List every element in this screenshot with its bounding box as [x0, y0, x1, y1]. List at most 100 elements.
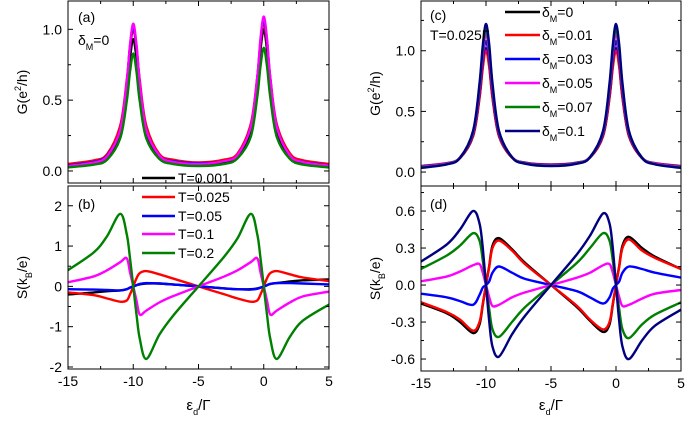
x-axis-label-rest: /Γ: [198, 397, 210, 414]
y-tick-label: 0.5: [396, 103, 416, 119]
legend-label-subscript: M: [550, 14, 558, 24]
legend-label: δM=0.1: [542, 123, 585, 143]
legend-label-rest: =0.05: [557, 75, 593, 91]
legend-label: T=0.025: [178, 189, 230, 205]
legend-label: δM=0.05: [542, 75, 593, 95]
series-line-3: [421, 32, 681, 168]
legend-label-rest: =0.1: [557, 123, 585, 139]
y-axis-label: G(e2/h): [13, 70, 30, 115]
legend-label-subscript: M: [550, 85, 558, 95]
x-tick-label: 0: [612, 375, 620, 391]
legend-label-subscript: M: [550, 109, 558, 119]
panel-d: -0.6-0.30.00.30.6-15 -10 -5 0 5(d)S(kB/e)εd/…: [367, 185, 685, 417]
series-line-0: [68, 28, 329, 168]
x-tick-label: -5: [192, 373, 205, 389]
plot-frame: [420, 185, 682, 372]
legend-label-main: δ: [542, 75, 550, 91]
y-axis-label-main: G(e: [14, 91, 30, 115]
series-group: [68, 212, 329, 361]
legend-label-main: δ: [542, 99, 550, 115]
legend-label-rest: =0.03: [557, 51, 593, 67]
y-tick-label: 1: [54, 238, 62, 254]
y-tick-label: 0.3: [396, 240, 416, 256]
y-axis-label-subscript: B: [24, 272, 34, 278]
y-axis-label-rest: /h): [14, 70, 30, 86]
series-line-2: [421, 39, 681, 168]
y-axis-label: S(kB/e): [14, 256, 34, 299]
x-tick-label: 5: [325, 373, 333, 389]
y-tick-label: -0.6: [391, 351, 415, 367]
x-tick-label: -15: [58, 373, 78, 389]
legend-label: δM=0.01: [542, 27, 593, 47]
panel-label: (b): [78, 196, 95, 212]
x-tick-label: -10: [476, 375, 496, 391]
y-tick-label: 0.0: [43, 163, 63, 179]
panel-c: 0.00.51.0(c)T=0.025ΓG(e2/h)δM=0δM=0.01δM…: [366, 0, 682, 187]
x-tick-label: 0: [260, 373, 268, 389]
series-line-5: [421, 22, 681, 170]
y-axis-label-main: G(e: [367, 92, 383, 116]
panel-annotation: δM=0: [78, 32, 109, 52]
legend-label: δM=0.03: [542, 51, 593, 71]
legend-label-main: δ: [542, 27, 550, 43]
y-tick-label: -1: [50, 319, 63, 335]
x-tick-label: 5: [677, 375, 685, 391]
series-group: [421, 22, 681, 170]
panel-annotation-main: δ: [78, 32, 86, 48]
legend-label-main: δ: [542, 51, 550, 67]
panel-label: (c): [430, 7, 446, 23]
x-axis-label-subscript: d: [546, 407, 551, 417]
y-axis-label: G(e2/h): [366, 71, 383, 116]
legend: T=0.001 T=0.025 T=0.05 T=0.1 T=0.2: [142, 170, 230, 261]
y-tick-label: -0.3: [391, 314, 415, 330]
legend-label-subscript: M: [550, 61, 558, 71]
series-line-4: [68, 46, 329, 169]
x-axis-label: εd/Γ: [186, 397, 210, 417]
legend-label-rest: =0: [557, 4, 573, 20]
y-axis-label-subscript: B: [377, 273, 387, 279]
panel-annotation-main: T=0.025Γ: [430, 27, 490, 43]
y-axis-label-rest: /h): [367, 71, 383, 87]
x-tick-label: -15: [411, 375, 431, 391]
x-tick-label: -10: [123, 373, 143, 389]
x-axis-label-rest: /Γ: [551, 397, 563, 414]
y-tick-label: 2: [54, 198, 62, 214]
y-axis-label-rest: /e): [14, 256, 30, 272]
series-line-3: [68, 15, 329, 168]
y-axis-label-superscript: 2: [13, 86, 23, 91]
y-tick-label: 0.0: [396, 277, 416, 293]
x-axis-label-subscript: d: [193, 407, 198, 417]
x-axis-label-main: ε: [186, 397, 193, 414]
series-line-4: [68, 212, 329, 361]
series-line-4: [421, 27, 681, 169]
panel-annotation: T=0.025Γ: [430, 27, 490, 43]
y-tick-label: 1.0: [43, 21, 63, 37]
panel-a: 0.0 0.5 1.0 (a) δM=0 G(e2/h): [13, 0, 330, 184]
legend-label-main: δ: [542, 123, 550, 139]
legend-label-subscript: M: [550, 37, 558, 47]
legend-label: δM=0: [542, 4, 573, 24]
y-axis-label: S(kB/e): [367, 257, 387, 300]
y-tick-label: 0.0: [396, 164, 416, 180]
y-tick-label: 0: [54, 278, 62, 294]
legend-label-rest: =0.01: [557, 27, 593, 43]
y-axis-label-main: S(k: [14, 277, 30, 299]
legend-label: T=0.05: [178, 208, 222, 224]
legend-label-subscript: M: [550, 133, 558, 143]
legend-label: T=0.1: [178, 226, 214, 242]
x-tick-label: -5: [545, 375, 558, 391]
y-tick-label: 0.6: [396, 203, 416, 219]
y-tick-label: 0.5: [43, 92, 63, 108]
legend-label: T=0.001: [178, 170, 230, 186]
x-axis-label-main: ε: [539, 397, 546, 414]
panel-annotation-subscript: M: [86, 42, 94, 52]
series-group: [68, 15, 329, 169]
series-line-5: [421, 209, 681, 361]
legend-label: δM=0.07: [542, 99, 593, 119]
panel-label: (a): [78, 9, 95, 25]
y-axis-label-main: S(k: [367, 278, 383, 300]
legend-label-main: δ: [542, 4, 550, 20]
